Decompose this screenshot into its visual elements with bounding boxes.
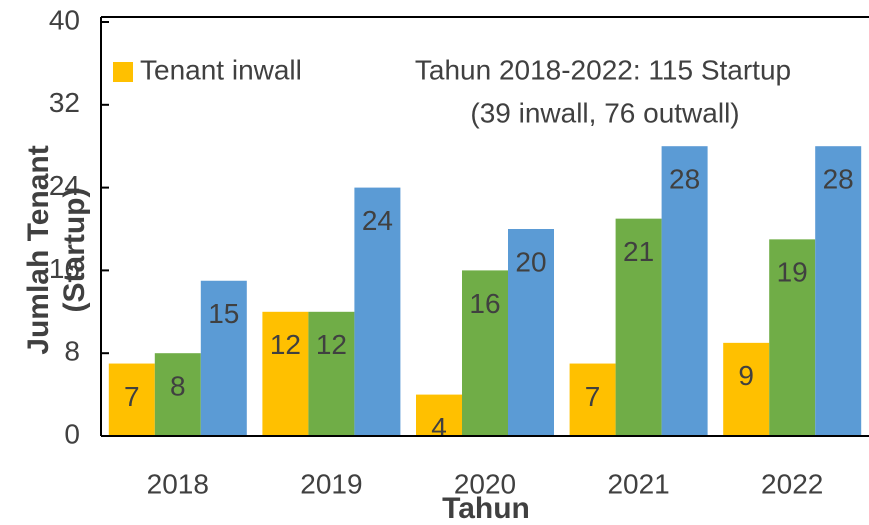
data-label: 7 [124,381,140,412]
data-label: 28 [669,164,700,195]
data-label: 12 [316,329,347,360]
bar [508,229,554,436]
data-label: 15 [208,298,239,329]
legend-swatch [113,62,133,82]
x-tick-label: 2022 [761,468,823,499]
data-label: 21 [623,236,654,267]
bar [815,146,862,436]
data-label: 12 [270,329,301,360]
bar [769,239,816,436]
data-label: 4 [431,412,447,443]
bar [615,218,662,436]
x-tick-label: 2019 [300,468,362,499]
data-label: 24 [362,205,393,236]
y-tick-label: 24 [49,170,80,201]
y-tick-label: 0 [64,418,80,449]
bar [569,363,616,436]
bar [108,363,155,436]
bar [308,311,355,436]
data-label: 8 [170,371,186,402]
y-tick-label: 8 [64,336,80,367]
y-tick-label: 32 [49,87,80,118]
bar [154,353,201,436]
data-label: 19 [777,257,808,288]
x-tick-label: 2020 [454,468,516,499]
annotation: Tahun 2018-2022: 115 Startup [415,54,791,85]
bar [661,146,708,436]
bar [354,187,401,436]
bar [723,342,770,436]
bar [462,270,508,436]
x-tick-label: 2018 [147,468,209,499]
data-label: 20 [515,246,546,277]
bar [200,280,247,436]
y-axis-title: Jumlah Tenant (Startup) [22,145,91,354]
y-tick-label: 16 [49,253,80,284]
legend-label: Tenant inwall [140,54,302,85]
data-label: 9 [738,360,754,391]
data-label: 16 [469,288,500,319]
data-label: 28 [823,164,854,195]
bar [262,311,309,436]
x-tick-label: 2021 [607,468,669,499]
y-tick-label: 40 [49,4,80,35]
bar [416,394,462,436]
data-label: 7 [585,381,601,412]
annotation: (39 inwall, 76 outwall) [470,97,739,128]
x-axis-title: Tahun [442,492,530,525]
